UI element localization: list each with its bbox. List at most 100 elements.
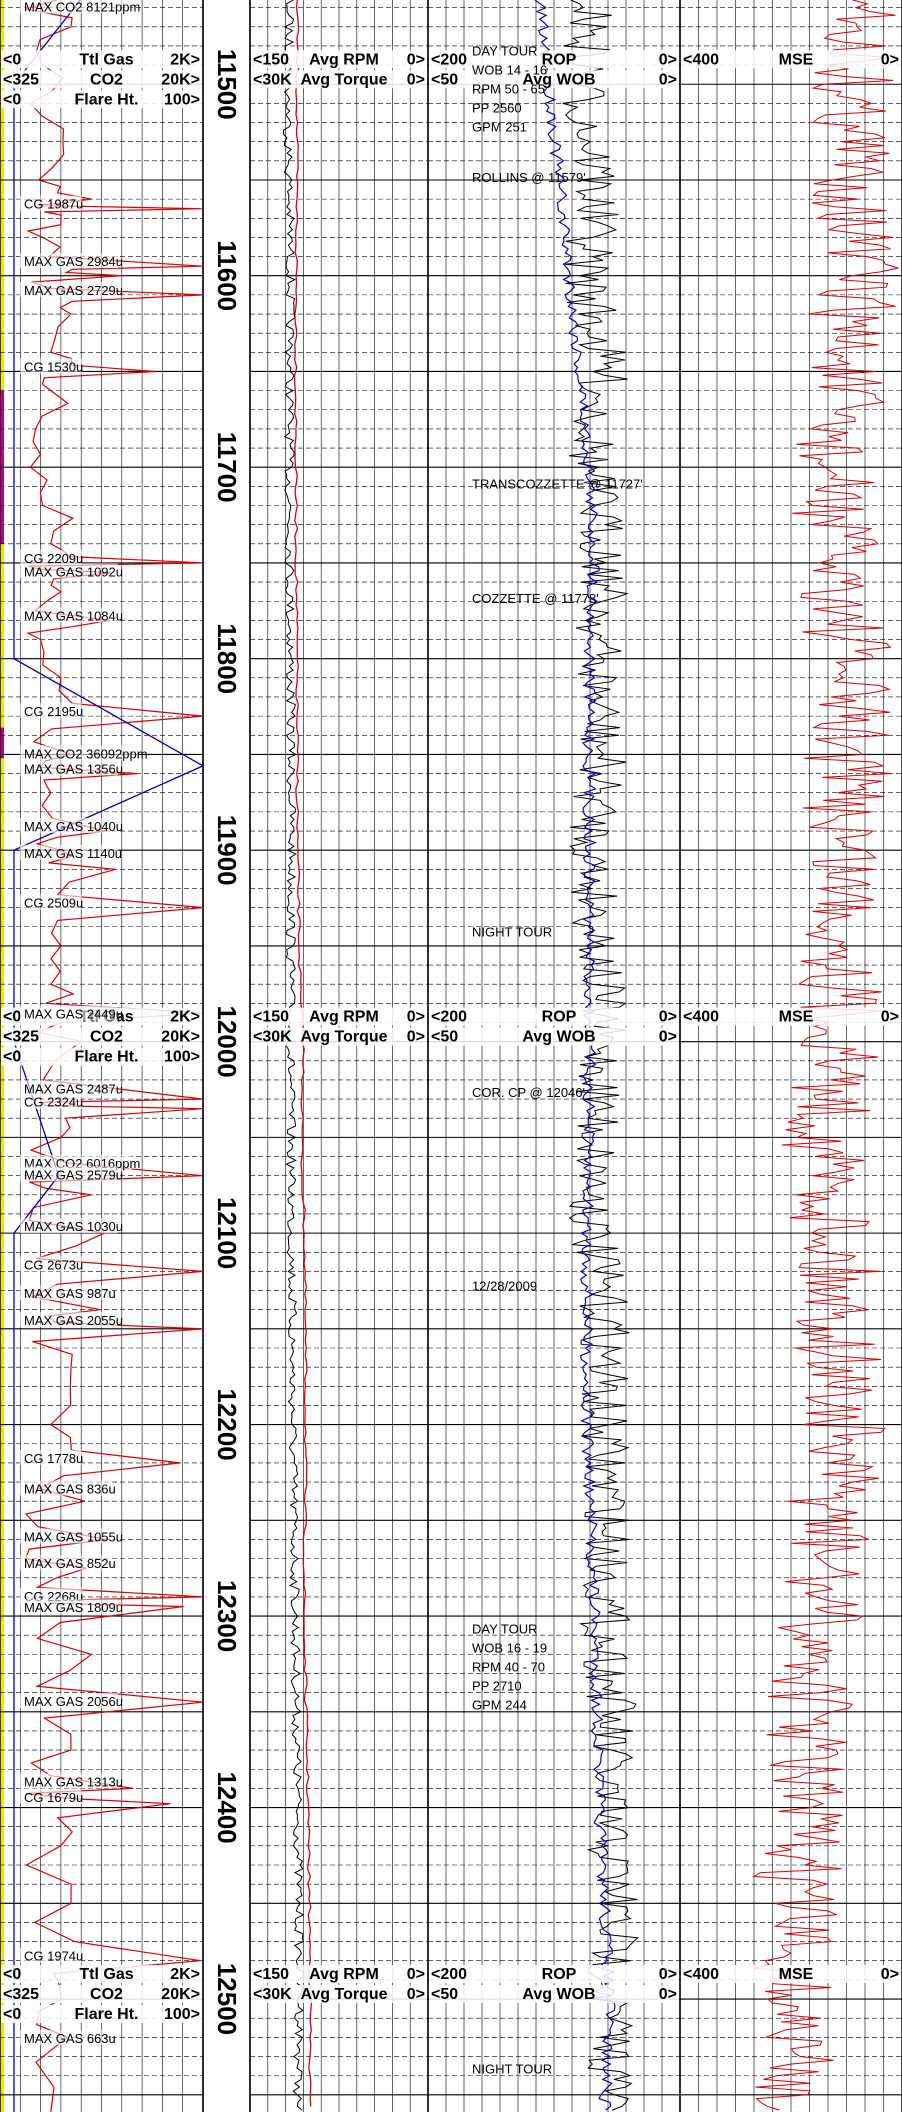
header-min-label: <50 (431, 1986, 458, 2003)
annotation-bg (20, 818, 118, 834)
remark-text: NIGHT TOUR (472, 2062, 552, 2077)
annotation-bg (20, 0, 132, 14)
gas-annotation: MAX CO2 36092ppm (24, 746, 148, 761)
remark-text: RPM 40 - 70 (472, 1659, 545, 1674)
gas-annotation: MAX GAS 987u (24, 1286, 116, 1301)
header-name-label: MSE (779, 1009, 814, 1026)
depth-label: 11500 (212, 49, 242, 120)
gas-annotation: MAX GAS 1055u (24, 1529, 123, 1544)
remark-text: COR. CP @ 12046' (472, 1085, 585, 1100)
header-name-label: MSE (779, 51, 814, 68)
header-max-label: 20K> (161, 1029, 200, 1046)
header-max-label: 0> (659, 1029, 677, 1046)
header-bg (251, 70, 427, 89)
header-bg (251, 1007, 427, 1026)
annotation-bg (20, 253, 118, 269)
annotation-bg (20, 894, 82, 910)
remark-text: GPM 251 (472, 120, 527, 135)
gas-annotation: MAX GAS 2984u (24, 254, 123, 269)
header-bg (681, 1007, 901, 1026)
header-max-label: 0> (407, 1986, 425, 2003)
gas-annotation: MAX GAS 1030u (24, 1219, 123, 1234)
header-bg (429, 1965, 679, 1984)
annotation-bg (20, 1599, 118, 1615)
header-name-label: Flare Ht. (74, 1049, 138, 1066)
depth-label: 12400 (212, 1771, 242, 1843)
curve-co2 (13, 0, 205, 2112)
header-bg (1, 1027, 202, 1046)
annotation-bg (20, 1218, 118, 1234)
remark-text: PP 2710 (472, 1678, 522, 1693)
depth-label: 11600 (212, 240, 242, 311)
header-bg (429, 70, 679, 89)
depth-label: 11900 (212, 815, 242, 886)
remark-text: TRANSCOZZETTE @ 11727' (472, 476, 643, 491)
header-name-label: Flare Ht. (74, 2006, 138, 2023)
header-bg (429, 50, 679, 69)
header-name-label: Avg RPM (309, 1009, 379, 1026)
header-min-label: <0 (3, 1009, 21, 1026)
header-max-label: 0> (407, 51, 425, 68)
header-max-label: 2K> (170, 1009, 200, 1026)
gas-annotation: CG 2209u (24, 551, 83, 566)
header-min-label: <200 (431, 51, 467, 68)
annotation-bg (20, 1312, 118, 1328)
remark-text: DAY TOUR (472, 1621, 538, 1636)
annotation-bg (20, 195, 82, 211)
remark-text: COZZETTE @ 11778' (472, 591, 599, 606)
header-min-label: <325 (3, 1986, 39, 2003)
header-min-label: <0 (3, 1966, 21, 1983)
header-max-label: 100> (164, 1049, 200, 1066)
header-min-label: <150 (253, 1009, 289, 1026)
header-name-label: Ttl Gas (79, 51, 133, 68)
remark-text: ROLLINS @ 11579' (472, 170, 586, 185)
header-bg (251, 1985, 427, 2004)
remark-text: WOB 16 - 19 (472, 1640, 547, 1655)
header-max-label: 0> (881, 1966, 899, 1983)
annotation-bg (20, 844, 118, 860)
header-min-label: <400 (683, 51, 719, 68)
header-name-label: Ttl Gas (79, 1966, 133, 1983)
header-bg (1, 1985, 202, 2004)
header-max-label: 100> (164, 91, 200, 108)
annotation-bg (20, 358, 82, 374)
header-bg (251, 1965, 427, 1984)
annotation-bg (20, 1788, 82, 1804)
gas-annotation: CG 2509u (24, 896, 83, 911)
annotation-bg (20, 1693, 118, 1709)
annotation-bg (20, 1080, 118, 1096)
header-max-label: 0> (659, 51, 677, 68)
header-name-label: Avg RPM (309, 1966, 379, 1983)
header-bg (681, 50, 901, 69)
gas-annotation: MAX GAS 1809u (24, 1600, 123, 1615)
header-min-label: <0 (3, 2006, 21, 2023)
gas-annotation: MAX GAS 1313u (24, 1774, 123, 1789)
header-max-label: 0> (659, 1966, 677, 1983)
header-name-label: Avg Torque (300, 1029, 387, 1046)
header-min-label: <0 (3, 51, 21, 68)
gas-annotation: MAX GAS 2579u (24, 1168, 123, 1183)
gas-annotation: CG 1679u (24, 1790, 83, 1805)
header-max-label: 0> (659, 1009, 677, 1026)
annotation-bg (20, 549, 82, 565)
header-bg (1, 1965, 202, 1984)
depth-label: 12000 (212, 1005, 242, 1077)
header-max-label: 0> (659, 1986, 677, 2003)
header-max-label: 20K> (161, 1986, 200, 2003)
depth-label: 12100 (212, 1197, 242, 1269)
gas-annotation: CG 1778u (24, 1451, 83, 1466)
remark-text: DAY TOUR (472, 44, 538, 59)
annotation-bg (20, 1005, 118, 1021)
header-min-label: <50 (431, 71, 458, 88)
header-min-label: <30K (253, 1986, 292, 2003)
header-max-label: 0> (659, 71, 677, 88)
gas-annotation: CG 1530u (24, 359, 83, 374)
gas-annotation: CG 1987u (24, 197, 83, 212)
remark-text: 12/28/2009 (472, 1279, 537, 1294)
header-bg (681, 1965, 901, 1984)
annotation-bg (20, 1155, 132, 1171)
header-bg (1, 70, 202, 89)
header-name-label: Avg WOB (522, 1029, 595, 1046)
header-name-label: ROP (542, 1966, 577, 1983)
